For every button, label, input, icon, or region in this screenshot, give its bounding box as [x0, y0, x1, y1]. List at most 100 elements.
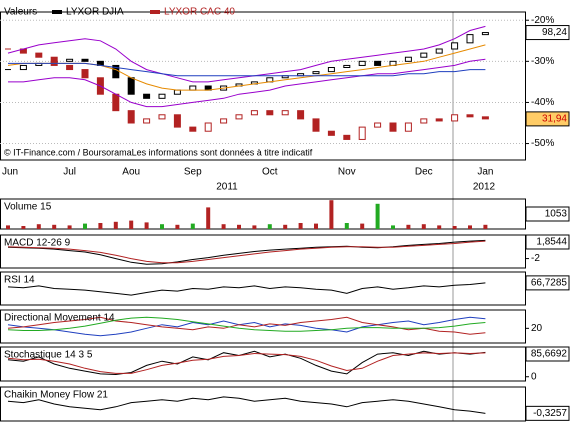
volume-bar	[175, 224, 180, 229]
volume-bar	[160, 224, 164, 229]
value-badge-text: 1,8544	[536, 237, 567, 248]
candle	[281, 110, 289, 116]
panel-title: MACD 12-26 9	[4, 238, 71, 249]
panel-frame	[0, 386, 526, 422]
value-badge-text: -0,3257	[533, 408, 567, 419]
value-badge	[525, 405, 570, 421]
volume-bar	[421, 224, 426, 229]
x-tick-label: Sep	[184, 167, 202, 178]
series-line	[7, 316, 486, 337]
value-badge-text: 31,94	[542, 114, 567, 125]
candle	[81, 69, 89, 79]
volume-bar	[437, 225, 442, 229]
candle	[404, 122, 412, 132]
value-badge-text: 1053	[545, 209, 568, 220]
candle	[66, 64, 74, 71]
y-tick-label: -20%	[531, 15, 554, 26]
panel-frame	[0, 11, 526, 161]
panel-title: RSI 14	[4, 275, 35, 286]
volume-bar	[452, 226, 457, 229]
volume-bar	[6, 225, 10, 229]
y-tick-label: -40%	[531, 97, 554, 108]
series-line	[7, 240, 486, 264]
value-badge	[525, 25, 570, 41]
x-tick-label: Jan	[477, 167, 493, 178]
volume-bar	[113, 221, 118, 229]
candle	[343, 64, 351, 68]
candle	[173, 89, 181, 95]
panel-frame	[0, 234, 526, 269]
candle	[297, 110, 305, 120]
volume-bar	[391, 225, 395, 229]
candle	[435, 48, 443, 54]
panel-title: Stochastique 14 3 5	[4, 350, 93, 361]
series-line	[7, 352, 486, 374]
y-tick-label: 20	[531, 323, 543, 334]
volume-bar	[129, 220, 134, 229]
y-tick-label: -30%	[531, 56, 554, 67]
volume-bar	[406, 224, 411, 229]
candle	[312, 118, 320, 132]
volume-bar	[52, 224, 57, 229]
x-tick-label: Aou	[122, 167, 140, 178]
legend-swatch	[150, 10, 160, 14]
panel-title: Directional Movement 14	[4, 313, 115, 324]
value-badge	[525, 234, 570, 250]
volume-bar	[36, 224, 41, 229]
candle	[389, 122, 397, 132]
candle	[220, 118, 228, 124]
series-line	[7, 396, 486, 414]
candle	[358, 126, 366, 140]
panel-frame	[0, 346, 526, 382]
volume-bar	[237, 224, 241, 229]
candle	[374, 122, 382, 128]
series-line	[7, 316, 486, 332]
candle	[235, 114, 243, 120]
value-badge	[525, 111, 570, 127]
volume-bar	[98, 223, 103, 229]
candle	[420, 52, 428, 58]
candle	[404, 56, 412, 62]
legend-label: LYXOR CAC 40	[164, 7, 235, 18]
value-badge	[525, 275, 570, 291]
candle	[189, 85, 197, 91]
candle	[466, 114, 474, 118]
candle	[451, 42, 459, 50]
y-tick-label: -50%	[531, 138, 554, 149]
panel-title: Chaikin Money Flow 21	[4, 390, 108, 401]
x-tick-label: Oct	[262, 167, 278, 178]
volume-bar	[360, 223, 365, 229]
year-label: 2011	[216, 182, 238, 193]
value-badge	[525, 346, 570, 362]
candle	[312, 71, 320, 75]
candle	[466, 34, 474, 44]
candle	[481, 32, 489, 36]
volume-bar	[67, 225, 72, 229]
volume-bar	[314, 223, 318, 229]
volume-bar	[283, 224, 288, 229]
series-line	[7, 239, 486, 265]
candle	[158, 114, 166, 120]
series-line	[7, 316, 486, 335]
candle	[327, 67, 335, 73]
series-line	[8, 58, 486, 108]
volume-bar	[468, 225, 472, 229]
candle	[81, 58, 89, 62]
x-tick-label: Dec	[415, 167, 433, 178]
candle	[143, 118, 151, 124]
candle	[374, 60, 382, 66]
candle	[35, 52, 43, 58]
candle	[327, 130, 335, 136]
panel-title: Volume 15	[4, 202, 52, 213]
volume-bar	[190, 223, 195, 229]
volume-bar	[298, 223, 303, 229]
candle	[19, 64, 27, 71]
candle	[266, 110, 274, 116]
watermark: © IT-Finance.com / BoursoramaLes informa…	[4, 147, 313, 157]
candle	[451, 114, 459, 122]
panel-frame	[0, 309, 526, 344]
x-tick-label: Jun	[2, 167, 18, 178]
year-label: 2012	[473, 182, 496, 193]
candle	[143, 93, 151, 99]
